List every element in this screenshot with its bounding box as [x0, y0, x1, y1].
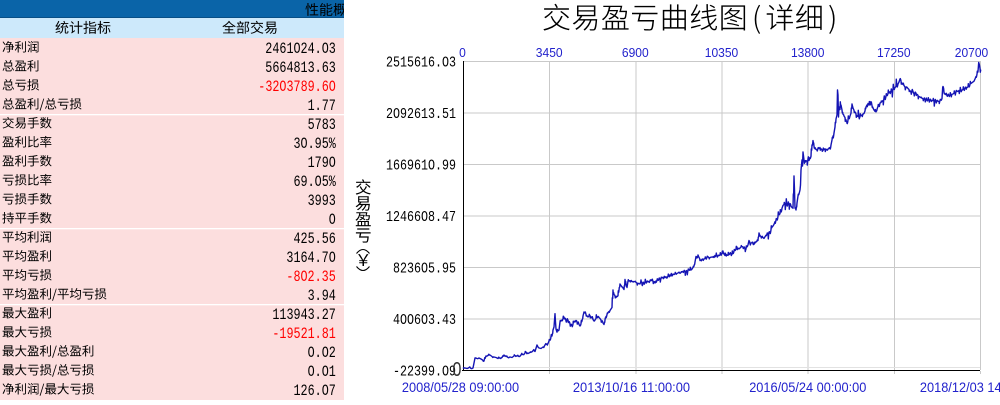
svg-text:6900: 6900 [622, 45, 649, 60]
svg-text:3.94: 3.94 [308, 287, 336, 305]
svg-text:69.O5%: 69.O5% [294, 173, 337, 191]
svg-text:-8O2.35: -8O2.35 [286, 268, 335, 286]
svg-text:3O.95%: 3O.95% [294, 135, 337, 153]
svg-text:4OO6O3.43: 4OO6O3.43 [393, 313, 456, 329]
svg-text:-32O3789.6O: -32O3789.6O [258, 78, 336, 96]
svg-text:O: O [329, 211, 336, 229]
svg-text:2016/05/24 00:00:00: 2016/05/24 00:00:00 [749, 380, 866, 395]
svg-text:2461O24.O3: 2461O24.O3 [265, 40, 336, 58]
svg-text:2008/05/28 09:00:00: 2008/05/28 09:00:00 [402, 380, 519, 395]
svg-text:3450: 3450 [536, 45, 563, 60]
svg-text:5664813.63: 5664813.63 [265, 59, 336, 77]
svg-text:20700: 20700 [955, 45, 989, 60]
svg-text:8236O5.95: 8236O5.95 [393, 261, 456, 277]
svg-text:166961O.99: 166961O.99 [386, 158, 456, 174]
svg-text:179O: 179O [308, 154, 336, 172]
svg-text:13800: 13800 [791, 45, 825, 60]
svg-text:2018/12/03 14:00:00: 2018/12/03 14:00:00 [920, 380, 1000, 395]
svg-text:3164.7O: 3164.7O [286, 249, 335, 267]
svg-text:3993: 3993 [308, 192, 336, 210]
svg-text:0: 0 [453, 357, 462, 380]
svg-text:2O92613.51: 2O92613.51 [386, 107, 456, 123]
svg-text:1.77: 1.77 [308, 97, 336, 115]
svg-text:-22399.O9: -22399.O9 [393, 364, 456, 380]
svg-text:10350: 10350 [705, 45, 739, 60]
svg-text:2013/10/16 11:00:00: 2013/10/16 11:00:00 [573, 380, 690, 395]
svg-text:0: 0 [459, 45, 466, 60]
svg-text:126.O7: 126.O7 [294, 382, 336, 400]
svg-text:-19521.81: -19521.81 [272, 325, 335, 343]
svg-text:2515616.O3: 2515616.O3 [386, 55, 456, 71]
svg-text:O.O2: O.O2 [308, 344, 336, 362]
svg-text:17250: 17250 [877, 45, 911, 60]
svg-text:425.56: 425.56 [294, 230, 336, 248]
svg-text:113943.27: 113943.27 [272, 306, 335, 324]
svg-text:O.O1: O.O1 [308, 363, 336, 381]
svg-text:5783: 5783 [308, 116, 336, 134]
svg-text:12466O8.47: 12466O8.47 [386, 210, 456, 226]
